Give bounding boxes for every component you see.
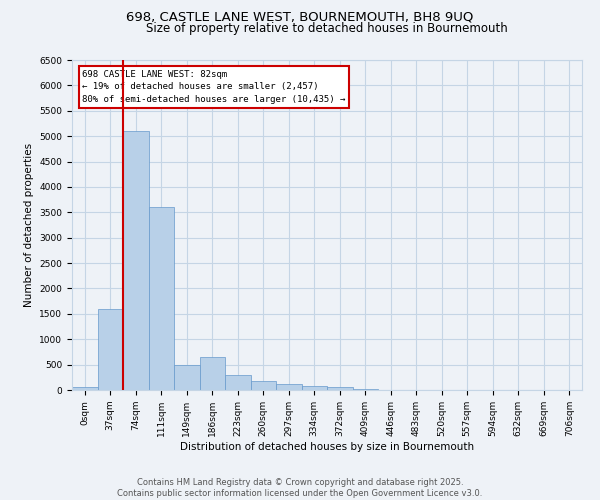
- Bar: [225, 375, 251, 390]
- Text: 698, CASTLE LANE WEST, BOURNEMOUTH, BH8 9UQ: 698, CASTLE LANE WEST, BOURNEMOUTH, BH8 …: [127, 10, 473, 23]
- Bar: [123, 131, 149, 390]
- Text: Contains HM Land Registry data © Crown copyright and database right 2025.
Contai: Contains HM Land Registry data © Crown c…: [118, 478, 482, 498]
- Bar: [149, 207, 174, 390]
- Text: 698 CASTLE LANE WEST: 82sqm
← 19% of detached houses are smaller (2,457)
80% of : 698 CASTLE LANE WEST: 82sqm ← 19% of det…: [82, 70, 346, 104]
- Bar: [276, 384, 302, 390]
- Title: Size of property relative to detached houses in Bournemouth: Size of property relative to detached ho…: [146, 22, 508, 35]
- Bar: [327, 388, 353, 390]
- Y-axis label: Number of detached properties: Number of detached properties: [24, 143, 34, 307]
- X-axis label: Distribution of detached houses by size in Bournemouth: Distribution of detached houses by size …: [180, 442, 474, 452]
- Bar: [199, 357, 225, 390]
- Bar: [302, 386, 327, 390]
- Bar: [251, 381, 276, 390]
- Bar: [72, 388, 97, 390]
- Bar: [97, 309, 123, 390]
- Bar: [174, 364, 199, 390]
